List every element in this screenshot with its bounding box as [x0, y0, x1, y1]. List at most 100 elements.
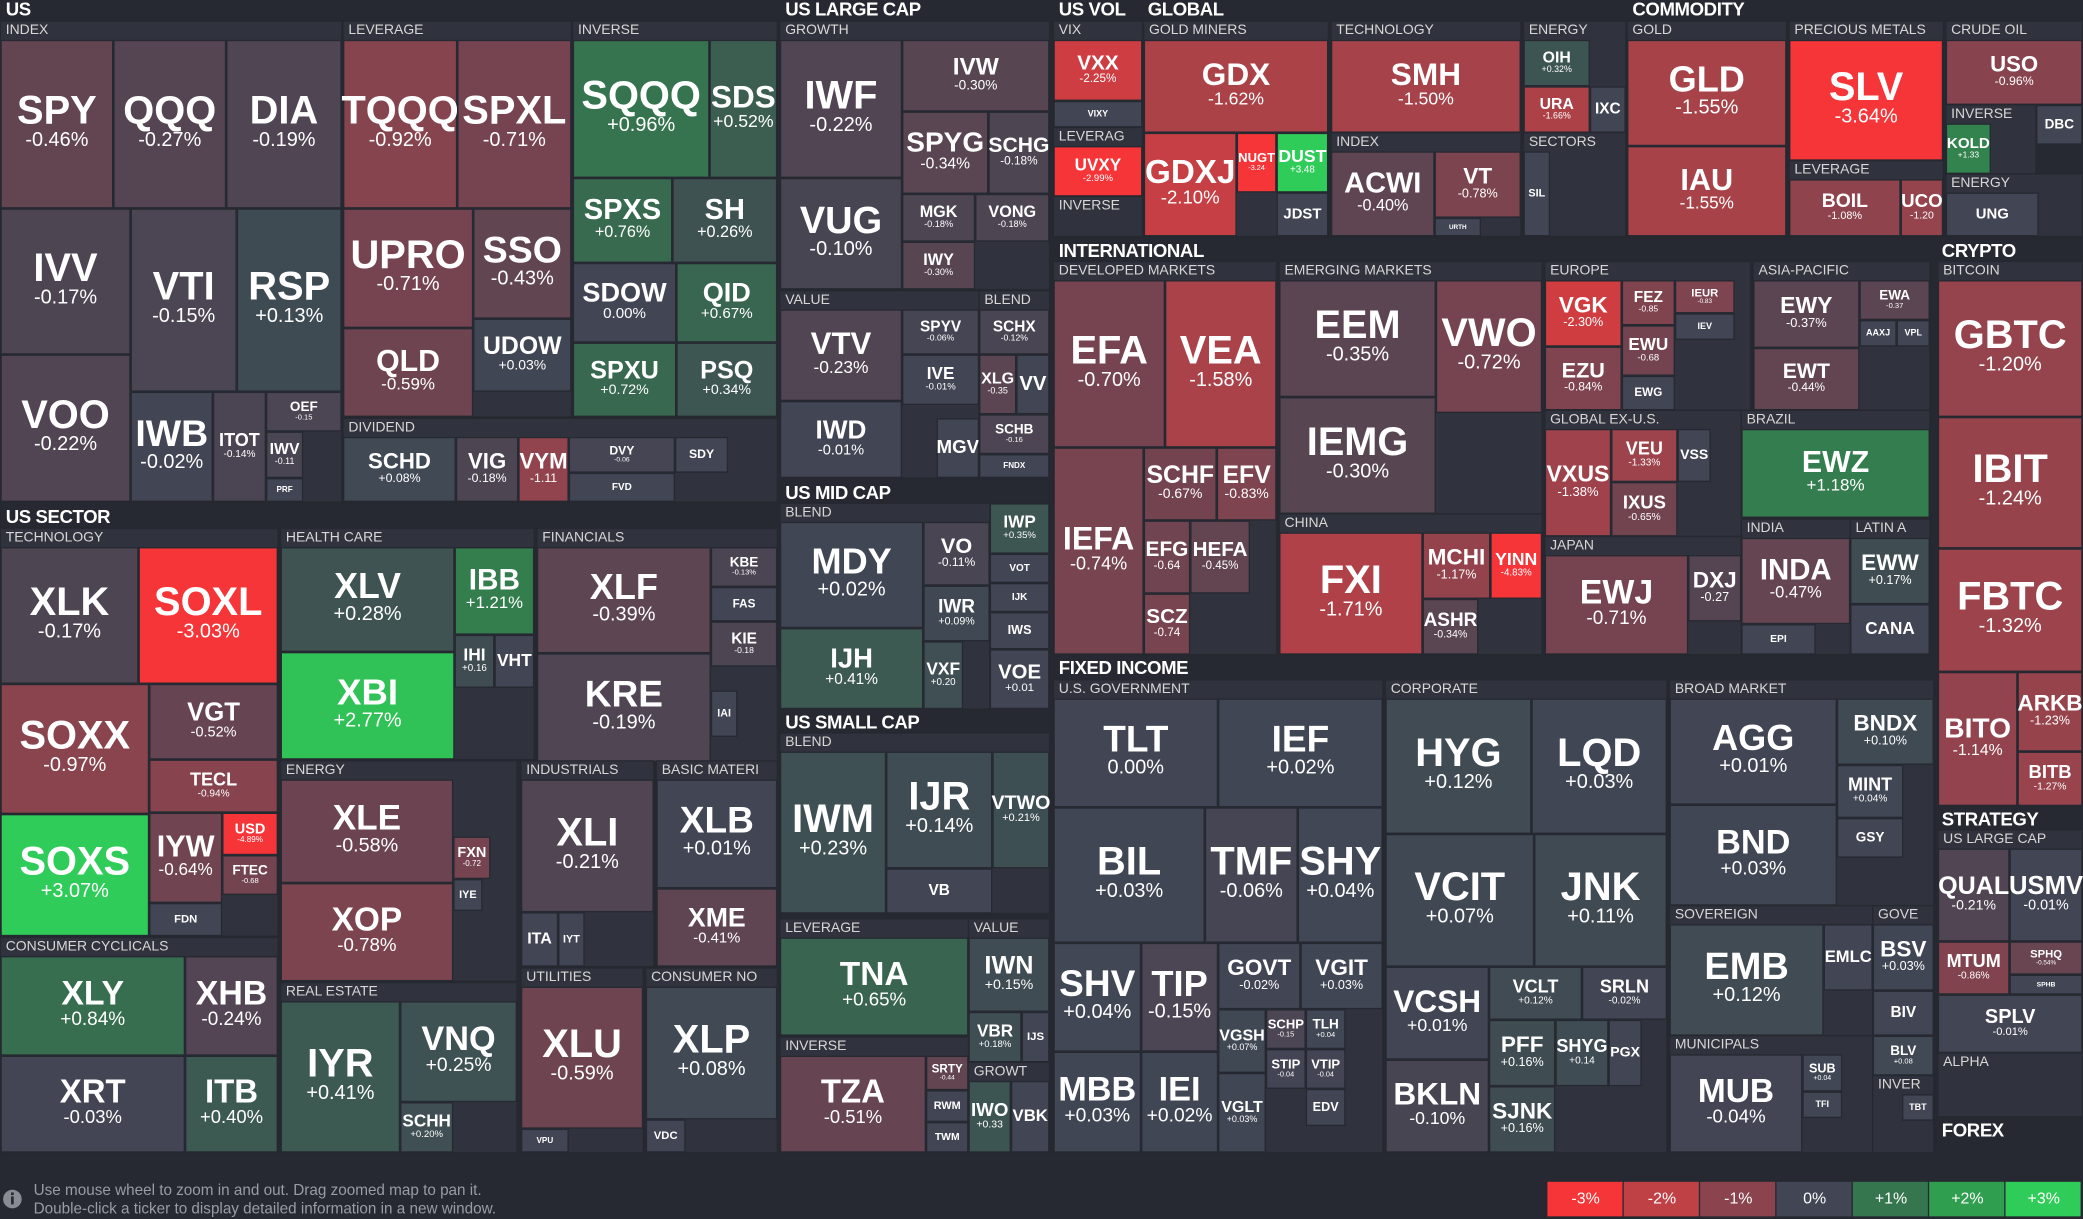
tile[interactable] — [1937, 848, 2010, 942]
tile[interactable] — [568, 472, 676, 502]
tile[interactable] — [266, 478, 304, 502]
tile[interactable] — [2036, 104, 2083, 145]
tile[interactable] — [149, 759, 278, 813]
tile[interactable] — [710, 547, 778, 587]
tile[interactable] — [1753, 280, 1860, 348]
tile[interactable] — [779, 309, 903, 402]
tile[interactable] — [1900, 179, 1944, 237]
tile[interactable] — [779, 521, 924, 629]
tile[interactable] — [572, 39, 710, 178]
tile[interactable] — [1164, 280, 1277, 448]
tile[interactable] — [1218, 698, 1383, 808]
tile[interactable] — [212, 391, 267, 502]
tile[interactable] — [672, 177, 778, 263]
tile[interactable] — [968, 1080, 1011, 1153]
tile[interactable] — [222, 812, 278, 856]
tile[interactable] — [989, 503, 1050, 554]
tile[interactable] — [130, 208, 237, 392]
tile[interactable] — [518, 436, 569, 502]
tile[interactable] — [568, 436, 676, 473]
tile[interactable] — [2017, 671, 2083, 752]
tile[interactable] — [1218, 1072, 1266, 1153]
tile[interactable] — [520, 912, 559, 967]
tile[interactable] — [1823, 924, 1873, 991]
tile[interactable] — [989, 612, 1050, 650]
tile[interactable] — [1190, 520, 1250, 594]
tile[interactable] — [266, 391, 342, 432]
tile[interactable] — [1789, 179, 1901, 237]
tile[interactable] — [0, 956, 186, 1056]
tile[interactable] — [343, 327, 474, 417]
tile[interactable] — [455, 436, 519, 502]
tile[interactable] — [520, 986, 644, 1129]
tile[interactable] — [902, 309, 980, 355]
tile[interactable] — [1265, 1009, 1306, 1050]
tile[interactable] — [1435, 280, 1543, 413]
tile[interactable] — [902, 39, 1050, 112]
tile[interactable] — [1216, 447, 1277, 521]
tile[interactable] — [1385, 698, 1532, 834]
tile[interactable] — [454, 547, 535, 635]
tile[interactable] — [1523, 39, 1590, 87]
tile[interactable] — [645, 1119, 686, 1153]
tile[interactable] — [1143, 520, 1191, 594]
tile[interactable] — [1789, 39, 1944, 161]
tile[interactable] — [1141, 1051, 1219, 1153]
tile[interactable] — [1422, 598, 1479, 655]
tile[interactable] — [1053, 942, 1142, 1052]
tile[interactable] — [1741, 537, 1851, 625]
tile[interactable] — [1305, 1009, 1346, 1050]
tile[interactable] — [130, 391, 213, 502]
tile[interactable] — [1488, 1086, 1556, 1153]
tile[interactable] — [1053, 1051, 1142, 1153]
tile[interactable] — [1669, 1054, 1803, 1153]
tile[interactable] — [1859, 320, 1897, 347]
tile[interactable] — [1218, 942, 1301, 1010]
tile[interactable] — [656, 888, 778, 967]
tile[interactable] — [1305, 1049, 1346, 1089]
tile[interactable] — [572, 342, 677, 417]
tile[interactable] — [710, 586, 778, 622]
tile[interactable] — [1434, 217, 1482, 237]
tile[interactable] — [343, 436, 456, 502]
tile[interactable] — [536, 653, 711, 763]
tile[interactable] — [1143, 593, 1191, 655]
tile[interactable] — [1279, 532, 1423, 655]
tile[interactable] — [453, 879, 483, 911]
tile[interactable] — [1850, 537, 1930, 605]
tile[interactable] — [1016, 354, 1050, 415]
tile[interactable] — [979, 309, 1050, 355]
tile[interactable] — [185, 1055, 278, 1153]
tile[interactable] — [1279, 280, 1436, 398]
tile[interactable] — [343, 208, 474, 328]
tile[interactable] — [1143, 132, 1237, 237]
tile[interactable] — [988, 111, 1050, 194]
tile[interactable] — [1523, 86, 1590, 133]
tile[interactable] — [975, 193, 1050, 242]
tile[interactable] — [979, 454, 1050, 479]
tile[interactable] — [1434, 151, 1521, 218]
tile[interactable] — [2009, 974, 2083, 995]
tile[interactable] — [992, 751, 1050, 869]
tile[interactable] — [656, 779, 778, 889]
tile[interactable] — [1544, 280, 1622, 347]
tile[interactable] — [558, 912, 585, 967]
tile[interactable] — [989, 582, 1050, 613]
tile[interactable] — [1143, 447, 1217, 521]
tile[interactable] — [902, 111, 989, 194]
tile[interactable] — [1621, 375, 1675, 411]
tile[interactable] — [520, 779, 654, 913]
tile[interactable] — [0, 208, 131, 355]
tile[interactable] — [1279, 397, 1436, 514]
tile[interactable] — [1937, 548, 2083, 672]
tile[interactable] — [0, 39, 114, 209]
tile[interactable] — [280, 1001, 401, 1153]
tile[interactable] — [1218, 1009, 1266, 1073]
tile[interactable] — [1896, 320, 1930, 347]
tile[interactable] — [266, 431, 304, 479]
tile[interactable] — [1488, 966, 1582, 1020]
tile[interactable] — [473, 208, 572, 319]
tile[interactable] — [1305, 1088, 1346, 1127]
tile[interactable] — [1836, 817, 1904, 858]
tile[interactable] — [1669, 698, 1837, 805]
